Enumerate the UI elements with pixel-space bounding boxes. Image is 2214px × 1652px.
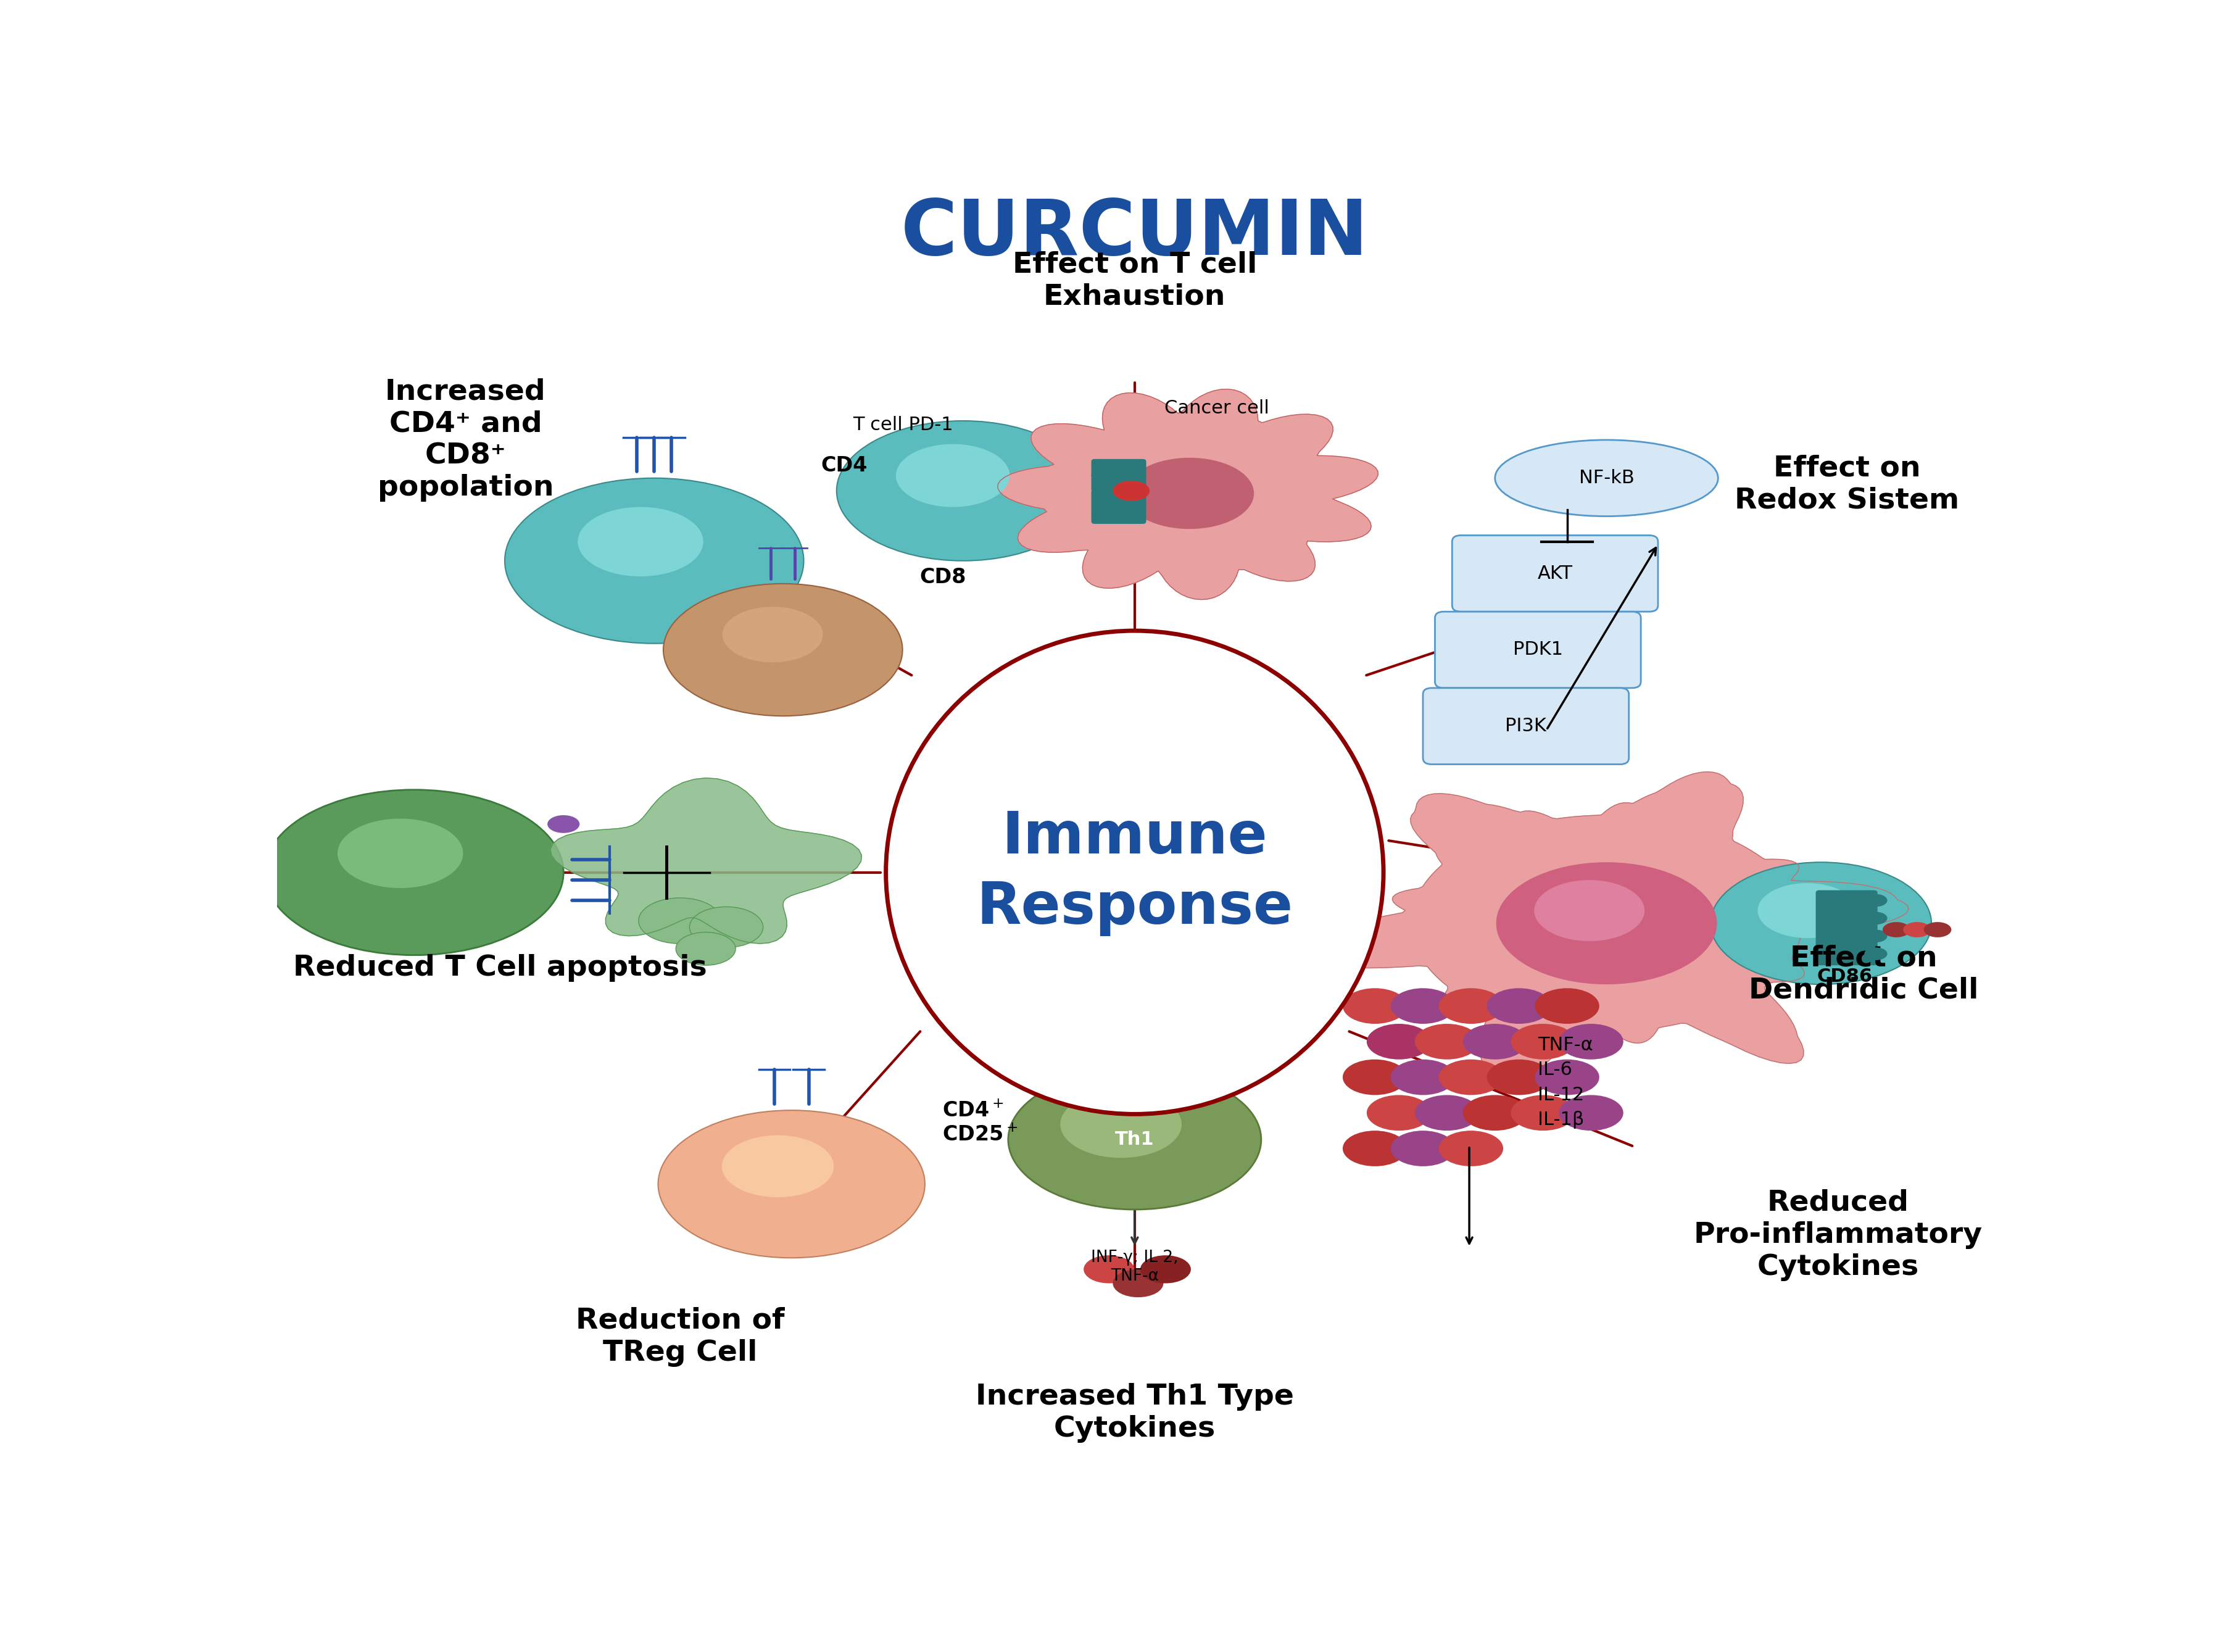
Ellipse shape xyxy=(1904,922,1931,937)
Ellipse shape xyxy=(689,907,764,948)
Ellipse shape xyxy=(1390,1130,1455,1166)
Ellipse shape xyxy=(263,790,565,955)
Ellipse shape xyxy=(1390,1059,1455,1095)
Ellipse shape xyxy=(1114,481,1149,501)
FancyBboxPatch shape xyxy=(1424,687,1630,765)
Ellipse shape xyxy=(547,814,580,833)
Text: NF-kB: NF-kB xyxy=(1579,469,1634,487)
Ellipse shape xyxy=(1463,1024,1528,1059)
Ellipse shape xyxy=(1007,1069,1262,1209)
Text: T cell PD-1: T cell PD-1 xyxy=(852,416,954,433)
Ellipse shape xyxy=(1366,1024,1430,1059)
Ellipse shape xyxy=(1882,922,1911,937)
Ellipse shape xyxy=(638,899,722,943)
Ellipse shape xyxy=(1439,1059,1503,1095)
Text: Immune
Response: Immune Response xyxy=(976,809,1293,937)
Ellipse shape xyxy=(1864,894,1886,907)
FancyBboxPatch shape xyxy=(1815,925,1877,948)
Text: Cancer cell: Cancer cell xyxy=(1165,400,1269,416)
Ellipse shape xyxy=(897,444,1010,507)
Text: Effect on
Dendridic Cell: Effect on Dendridic Cell xyxy=(1749,945,1979,1004)
Text: TNF-α
IL-6
IL-12
IL-1β: TNF-α IL-6 IL-12 IL-1β xyxy=(1539,1036,1594,1128)
Ellipse shape xyxy=(1415,1024,1479,1059)
Ellipse shape xyxy=(1114,1269,1162,1297)
FancyBboxPatch shape xyxy=(1092,459,1147,477)
Ellipse shape xyxy=(505,477,804,643)
FancyBboxPatch shape xyxy=(1092,489,1147,509)
Ellipse shape xyxy=(1924,922,1951,937)
Ellipse shape xyxy=(1342,988,1408,1024)
Ellipse shape xyxy=(1497,862,1716,985)
Ellipse shape xyxy=(886,631,1384,1113)
Text: Effect on
Redox Sistem: Effect on Redox Sistem xyxy=(1734,454,1959,514)
Polygon shape xyxy=(1311,771,1908,1087)
Text: Reduction of
TReg Cell: Reduction of TReg Cell xyxy=(576,1307,784,1366)
FancyBboxPatch shape xyxy=(1092,506,1147,524)
Polygon shape xyxy=(551,778,861,943)
Text: Th1: Th1 xyxy=(1116,1130,1153,1148)
Ellipse shape xyxy=(722,1135,835,1198)
Text: CD4$^+$
CD25$^+$: CD4$^+$ CD25$^+$ xyxy=(941,1100,1018,1145)
Ellipse shape xyxy=(1488,1059,1552,1095)
Ellipse shape xyxy=(1864,930,1886,942)
Ellipse shape xyxy=(1415,1095,1479,1130)
Text: PDK1: PDK1 xyxy=(1512,641,1563,659)
FancyBboxPatch shape xyxy=(1815,890,1877,912)
Ellipse shape xyxy=(578,507,704,577)
Ellipse shape xyxy=(1559,1024,1623,1059)
Ellipse shape xyxy=(1061,1090,1182,1158)
Ellipse shape xyxy=(658,1110,925,1257)
FancyBboxPatch shape xyxy=(1815,943,1877,965)
FancyBboxPatch shape xyxy=(1435,611,1641,687)
Ellipse shape xyxy=(1534,988,1599,1024)
FancyBboxPatch shape xyxy=(1092,472,1147,492)
Text: Reduced T Cell apoptosis: Reduced T Cell apoptosis xyxy=(292,953,706,981)
Ellipse shape xyxy=(1083,1256,1134,1284)
Text: Reduced
Pro-inflammatory
Cytokines: Reduced Pro-inflammatory Cytokines xyxy=(1694,1189,1982,1280)
Ellipse shape xyxy=(1758,884,1858,938)
Ellipse shape xyxy=(1864,912,1886,925)
FancyBboxPatch shape xyxy=(1815,909,1877,930)
Text: INF-γ; IL 2,
TNF-α: INF-γ; IL 2, TNF-α xyxy=(1092,1249,1178,1284)
Ellipse shape xyxy=(675,932,735,965)
Polygon shape xyxy=(999,390,1377,600)
FancyBboxPatch shape xyxy=(1452,535,1658,611)
Text: Increased
CD4⁺ and
CD8⁺
popolation: Increased CD4⁺ and CD8⁺ popolation xyxy=(376,378,554,502)
Text: PI3K: PI3K xyxy=(1506,717,1548,735)
Ellipse shape xyxy=(1510,1095,1574,1130)
Ellipse shape xyxy=(1864,948,1886,960)
Ellipse shape xyxy=(837,421,1089,560)
Ellipse shape xyxy=(1488,988,1552,1024)
Ellipse shape xyxy=(1534,881,1645,942)
Text: CURCUMIN: CURCUMIN xyxy=(901,197,1368,271)
Ellipse shape xyxy=(1439,1130,1503,1166)
Text: CD4: CD4 xyxy=(821,456,868,476)
Ellipse shape xyxy=(1463,1095,1528,1130)
Ellipse shape xyxy=(664,583,903,715)
Text: AKT: AKT xyxy=(1537,565,1572,583)
Ellipse shape xyxy=(722,606,824,662)
Ellipse shape xyxy=(1510,1024,1574,1059)
Text: CD8: CD8 xyxy=(919,567,965,588)
Ellipse shape xyxy=(1140,1256,1191,1284)
Ellipse shape xyxy=(337,819,463,889)
Text: Effect on T cell
Exhaustion: Effect on T cell Exhaustion xyxy=(1012,251,1258,311)
Text: Increased Th1 Type
Cytokines: Increased Th1 Type Cytokines xyxy=(976,1383,1293,1442)
Ellipse shape xyxy=(1439,988,1503,1024)
Ellipse shape xyxy=(1342,1130,1408,1166)
Ellipse shape xyxy=(1494,439,1718,515)
Ellipse shape xyxy=(1534,1059,1599,1095)
Ellipse shape xyxy=(1711,862,1931,985)
Text: CD86: CD86 xyxy=(1818,968,1873,986)
Ellipse shape xyxy=(1390,988,1455,1024)
Ellipse shape xyxy=(1125,458,1253,529)
Ellipse shape xyxy=(1366,1095,1430,1130)
Ellipse shape xyxy=(1342,1059,1408,1095)
Ellipse shape xyxy=(1559,1095,1623,1130)
